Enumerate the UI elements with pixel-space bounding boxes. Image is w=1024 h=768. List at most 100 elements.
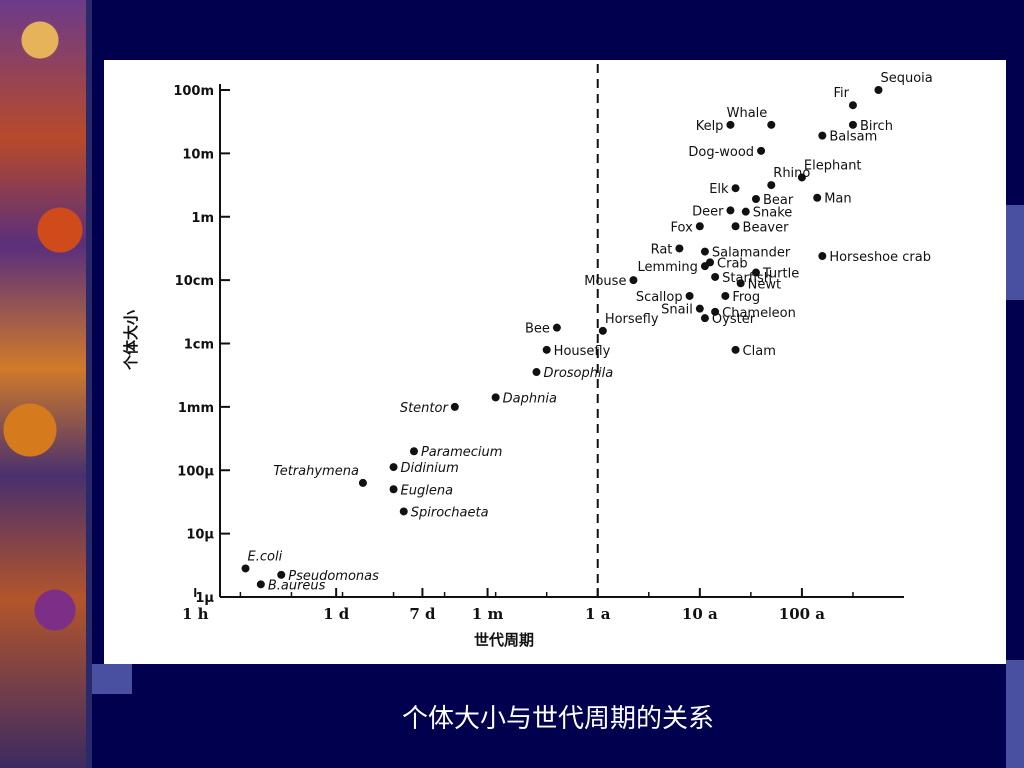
data-point: [751, 268, 760, 277]
data-point: [726, 120, 735, 129]
point-label: Salamander: [712, 246, 791, 261]
ticks-layer: 1μ 10μ 100μ 1mm 1cm 10cm 1m 10m 100m 1 h 1 d 7 d 1 m…: [173, 84, 854, 623]
data-point: [757, 146, 766, 155]
point-label: Kelp: [696, 119, 724, 134]
y-tick-label: 1mm: [178, 401, 214, 416]
x-tick-label: 7 d: [409, 605, 436, 623]
data-point: [797, 173, 806, 182]
point-label: Mouse: [584, 274, 626, 289]
point-label: Birch: [860, 119, 893, 134]
data-point: [711, 307, 720, 316]
data-point: [818, 131, 827, 140]
data-point: [818, 252, 827, 261]
data-point: [598, 326, 607, 335]
data-point: [695, 222, 704, 231]
x-axis-title: 世代周期: [474, 631, 534, 649]
point-label: Clam: [743, 344, 776, 359]
point-label: Frog: [732, 290, 760, 305]
point-label: Tetrahymena: [273, 464, 359, 479]
data-point: [241, 564, 250, 573]
data-point: [731, 222, 740, 231]
data-point: [277, 570, 286, 579]
point-label: Deer: [692, 204, 724, 219]
point-label: Lemming: [637, 260, 697, 275]
x-tick-label: 1 h: [182, 605, 209, 623]
data-point: [874, 86, 883, 94]
data-point: [700, 314, 709, 323]
point-label: Crab: [717, 256, 748, 271]
data-point: [675, 244, 684, 253]
decor-bar-left-bottom: [92, 664, 132, 694]
data-point: [358, 478, 367, 487]
point-label: B.aureus: [268, 578, 326, 593]
point-label: Chameleon: [722, 306, 796, 321]
point-label: Turtle: [762, 267, 799, 282]
x-tick-label: 1 m: [472, 605, 504, 623]
y-tick-label: 1cm: [184, 338, 214, 353]
point-label: Elk: [709, 182, 729, 197]
data-point: [741, 207, 750, 216]
data-point: [721, 291, 730, 300]
decor-bar-right-bottom: [1006, 660, 1024, 768]
slide-caption: 个体大小与世代周期的关系: [401, 704, 714, 734]
data-point: [736, 279, 745, 288]
data-point: [532, 368, 541, 377]
point-label: Balsam: [829, 130, 877, 145]
point-label: Scallop: [636, 290, 683, 305]
data-point: [389, 485, 398, 494]
data-point: [731, 345, 740, 354]
decor-bar-right-top: [1006, 205, 1024, 300]
data-point: [450, 402, 459, 411]
y-tick-label: 100μ: [177, 464, 214, 479]
data-point: [695, 304, 704, 313]
y-tick-label: 1m: [191, 211, 214, 226]
point-label: Oyster: [712, 312, 756, 327]
point-label: Bee: [525, 322, 550, 337]
point-label: Horseshoe crab: [829, 250, 931, 265]
data-point: [685, 291, 694, 300]
data-point: [767, 120, 776, 129]
x-tick-label: 100 a: [779, 605, 826, 623]
point-label: Newt: [748, 277, 781, 292]
data-point: [409, 447, 418, 456]
x-tick-label: 10 a: [682, 605, 718, 623]
x-tick-label: 1 d: [323, 605, 350, 623]
y-tick-label: 10cm: [175, 274, 214, 289]
point-label: Horsefly: [605, 312, 659, 327]
y-axis-title: 个体大小: [122, 310, 140, 371]
data-point: [848, 120, 857, 129]
point-label: Rat: [651, 242, 673, 257]
point-label: Elephant: [804, 158, 862, 173]
point-label: Dog-wood: [688, 145, 754, 160]
data-point: [629, 276, 638, 285]
point-label: Fir: [833, 86, 849, 101]
point-label: E.coli: [248, 549, 283, 564]
point-label: Euglena: [401, 483, 454, 498]
data-point: [700, 262, 709, 271]
point-label: Housefly: [554, 344, 611, 359]
data-point: [848, 101, 857, 110]
data-point: [726, 206, 735, 215]
point-label: Bear: [763, 193, 794, 208]
data-point: [256, 580, 265, 589]
point-label: Stentor: [400, 401, 450, 416]
point-label: Snail: [661, 303, 693, 318]
data-point: [700, 247, 709, 256]
point-label: Drosophila: [543, 366, 613, 381]
y-tick-label: 100m: [173, 84, 214, 99]
data-point: [389, 463, 398, 472]
data-point: [751, 195, 760, 204]
point-label: Rhino: [773, 166, 810, 181]
point-label: Man: [824, 192, 851, 207]
data-point: [552, 323, 561, 332]
point-label: Sequoia: [880, 71, 932, 86]
y-tick-label: 1μ: [195, 591, 214, 606]
point-label: Snake: [753, 206, 793, 221]
data-point: [767, 181, 776, 190]
data-point: [731, 184, 740, 193]
data-point: [399, 507, 408, 516]
point-label: Fox: [671, 220, 694, 235]
data-point: [711, 272, 720, 281]
point-label: Daphnia: [503, 391, 557, 406]
point-label: Whale: [727, 106, 768, 121]
